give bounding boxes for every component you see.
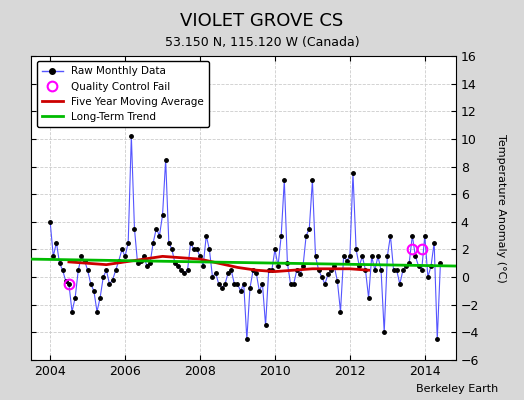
Text: Berkeley Earth: Berkeley Earth [416, 384, 498, 394]
Text: VIOLET GROVE CS: VIOLET GROVE CS [180, 12, 344, 30]
Legend: Raw Monthly Data, Quality Control Fail, Five Year Moving Average, Long-Term Tren: Raw Monthly Data, Quality Control Fail, … [37, 61, 209, 127]
Y-axis label: Temperature Anomaly (°C): Temperature Anomaly (°C) [496, 134, 506, 282]
Text: 53.150 N, 115.120 W (Canada): 53.150 N, 115.120 W (Canada) [165, 36, 359, 49]
